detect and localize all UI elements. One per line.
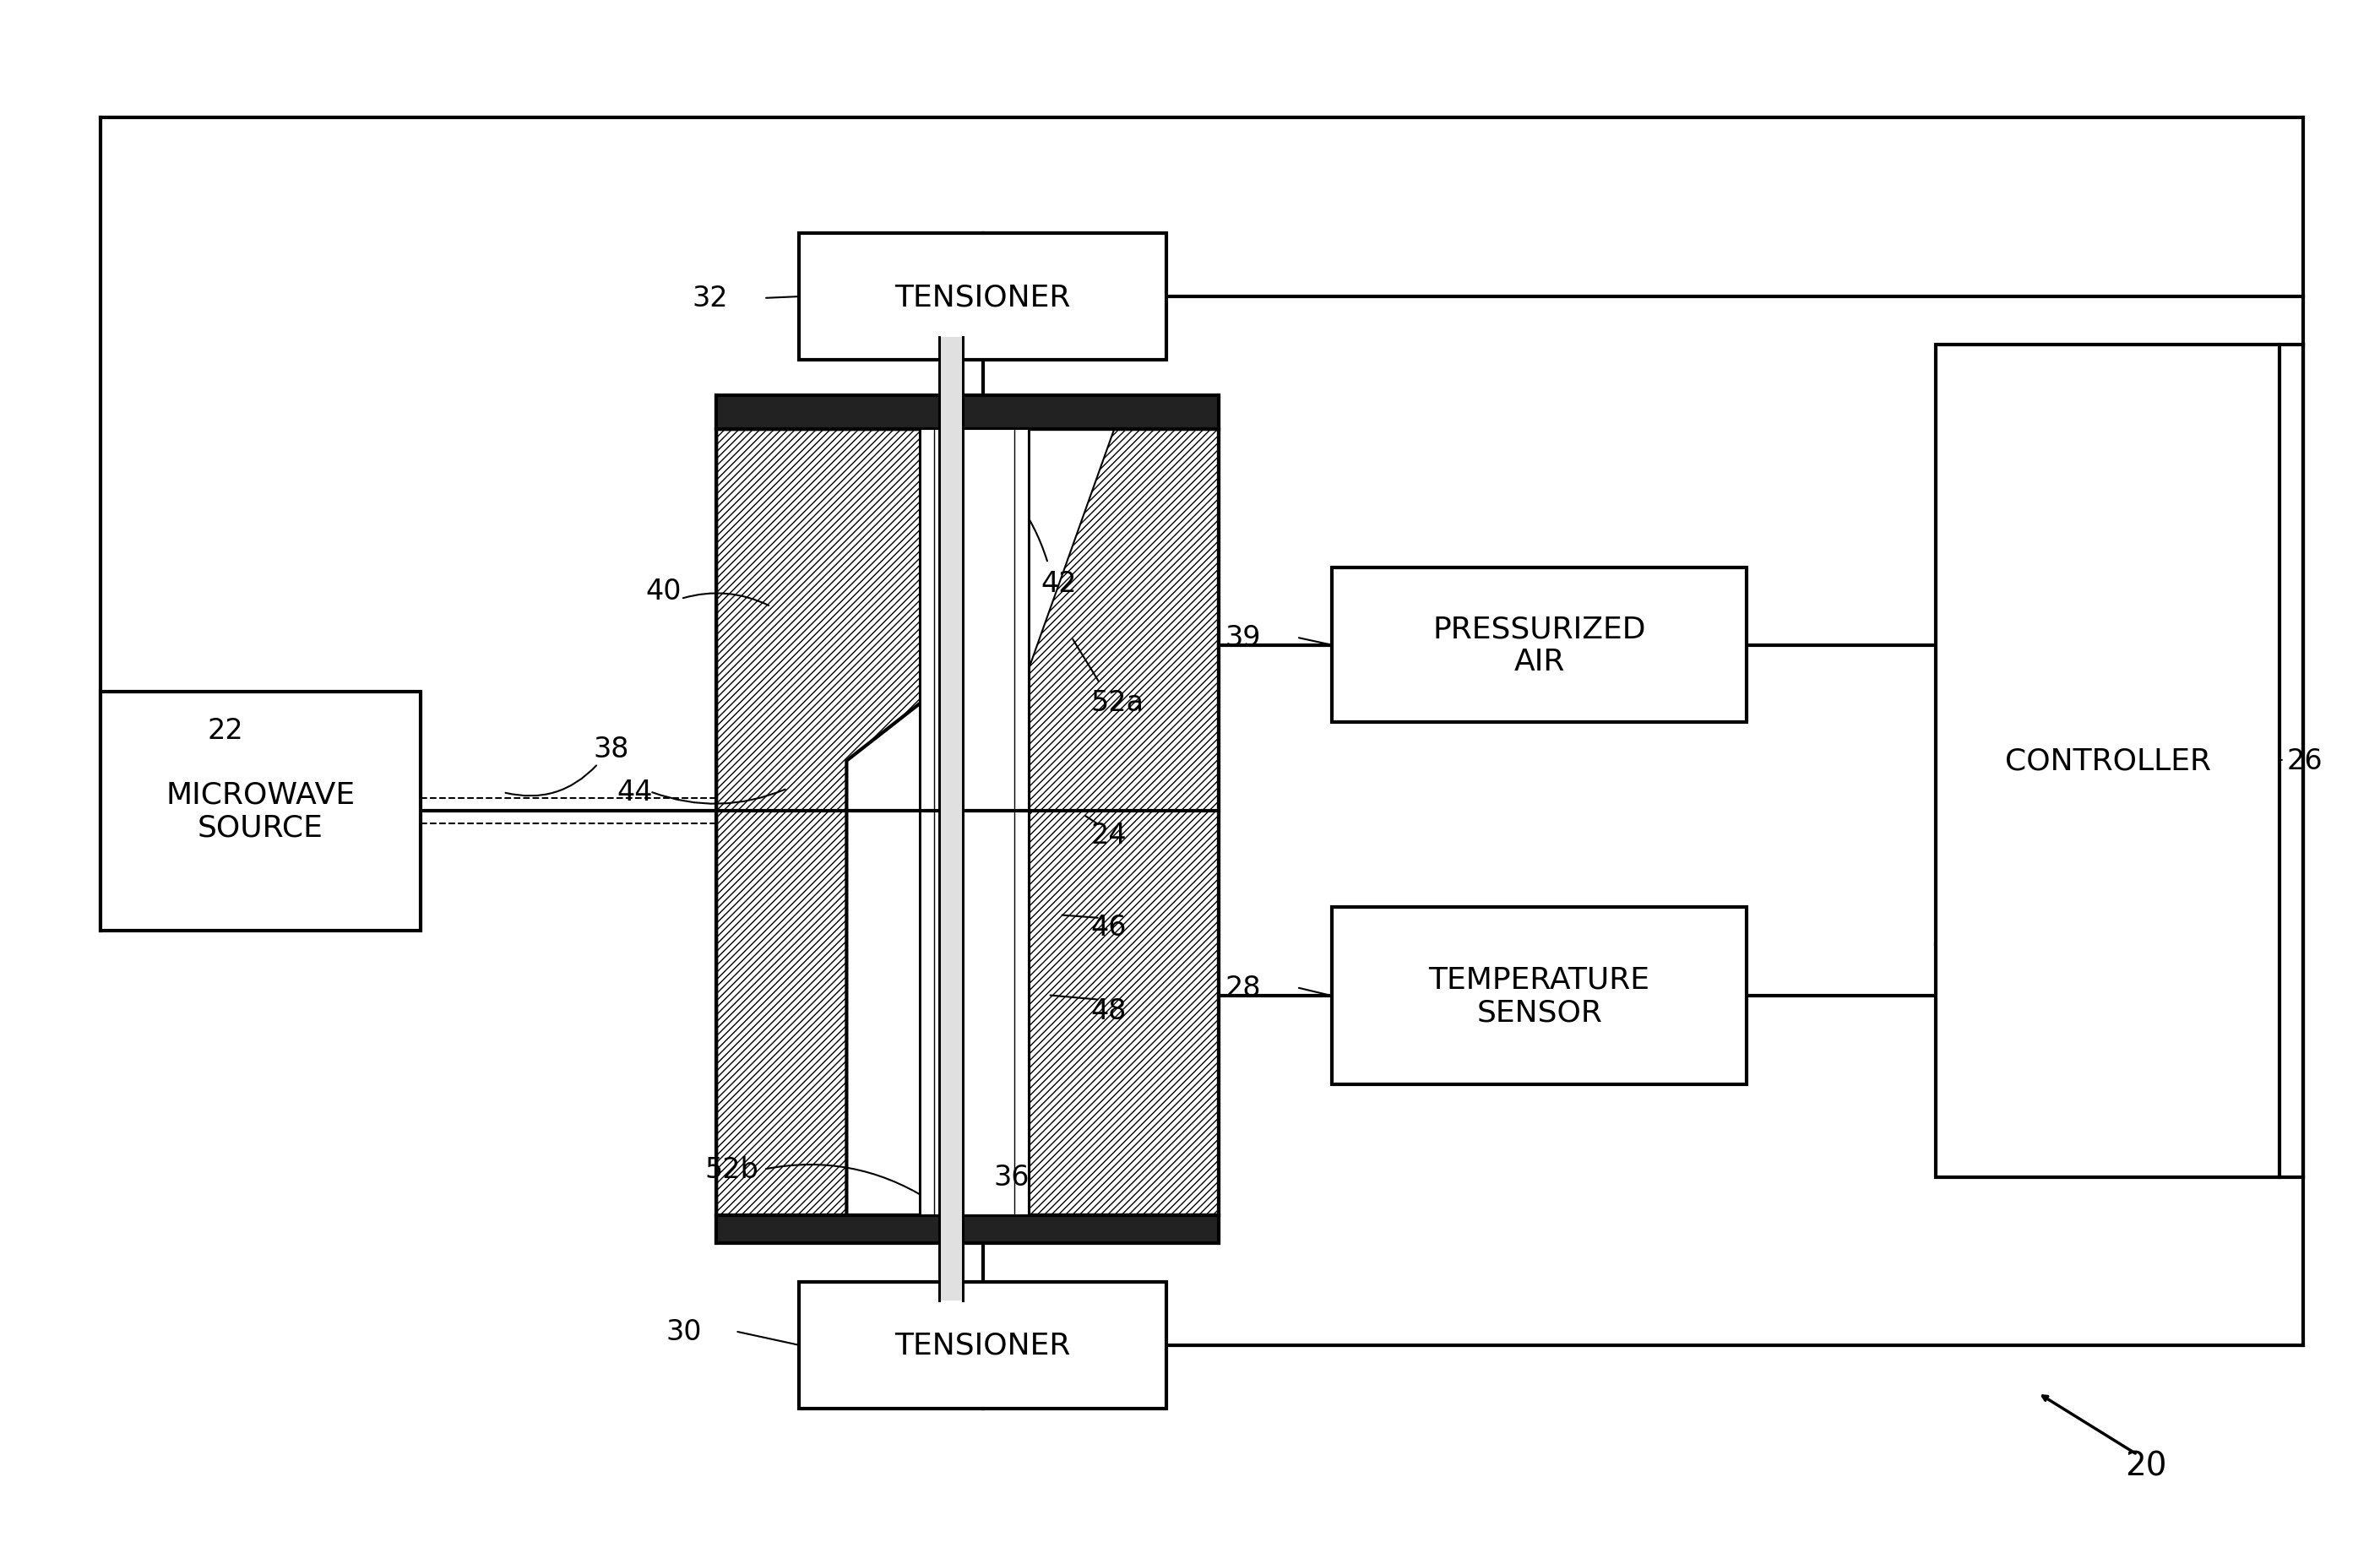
Bar — [716, 396, 1219, 430]
Bar — [100, 691, 421, 930]
Text: MICROWAVE
SOURCE: MICROWAVE SOURCE — [167, 780, 355, 842]
Text: 28: 28 — [1226, 974, 1261, 1002]
Polygon shape — [1028, 430, 1114, 669]
Text: 32: 32 — [693, 284, 728, 312]
Text: CONTROLLER: CONTROLLER — [2004, 747, 2211, 775]
Text: 24: 24 — [1090, 822, 1126, 849]
Text: 42: 42 — [1040, 570, 1076, 598]
Text: PRESSURIZED
AIR: PRESSURIZED AIR — [1433, 615, 1647, 677]
Text: 52b: 52b — [704, 1155, 759, 1183]
Text: 44: 44 — [616, 778, 652, 806]
Text: 39: 39 — [1226, 624, 1261, 652]
Bar — [716, 1216, 1219, 1244]
Text: TENSIONER: TENSIONER — [895, 283, 1071, 312]
Text: 20: 20 — [2125, 1449, 2168, 1482]
Bar — [1333, 907, 1747, 1084]
Text: 38: 38 — [593, 735, 628, 763]
Text: 40: 40 — [645, 578, 681, 606]
Text: 46: 46 — [1090, 913, 1126, 941]
Bar — [1935, 345, 2280, 1177]
Bar — [800, 235, 1166, 360]
Polygon shape — [716, 430, 1023, 1216]
Text: 30: 30 — [666, 1317, 702, 1345]
Polygon shape — [1028, 430, 1219, 1216]
Text: 52a: 52a — [1090, 688, 1145, 716]
Bar — [800, 1283, 1166, 1409]
Text: 22: 22 — [207, 716, 243, 744]
Text: 36: 36 — [992, 1163, 1028, 1191]
Bar — [921, 430, 1028, 1216]
Bar — [1333, 568, 1747, 722]
Text: TEMPERATURE
SENSOR: TEMPERATURE SENSOR — [1428, 964, 1649, 1027]
Bar — [940, 337, 962, 1300]
Text: 26: 26 — [2287, 747, 2323, 775]
Text: TENSIONER: TENSIONER — [895, 1331, 1071, 1359]
Text: 48: 48 — [1090, 997, 1126, 1025]
